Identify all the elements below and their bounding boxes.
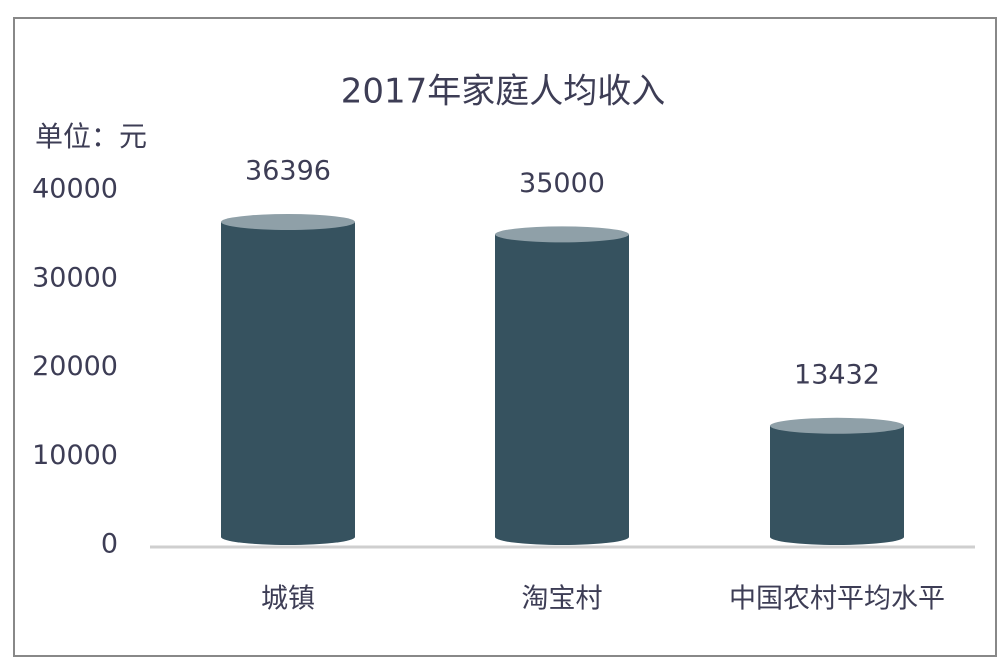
x-tick-label: 淘宝村 — [522, 584, 603, 615]
bar-top — [495, 226, 629, 243]
bar — [221, 221, 355, 545]
bar-top — [770, 417, 904, 434]
y-tick-label: 30000 — [32, 262, 118, 293]
chart-title: 2017年家庭人均收入 — [341, 72, 666, 112]
x-tick-label: 城镇 — [261, 584, 315, 615]
y-tick-label: 20000 — [32, 351, 118, 382]
x-tick-label: 中国农村平均水平 — [729, 584, 945, 615]
bar — [770, 425, 904, 545]
value-label: 35000 — [519, 168, 605, 199]
bar-top — [221, 213, 355, 230]
value-label: 13432 — [794, 359, 880, 390]
y-tick-label: 0 — [101, 529, 118, 560]
y-tick-label: 40000 — [32, 174, 118, 205]
unit-label: 单位：元 — [35, 120, 147, 153]
value-label: 36396 — [245, 155, 331, 186]
bar — [495, 234, 629, 545]
y-tick-label: 10000 — [32, 440, 118, 471]
